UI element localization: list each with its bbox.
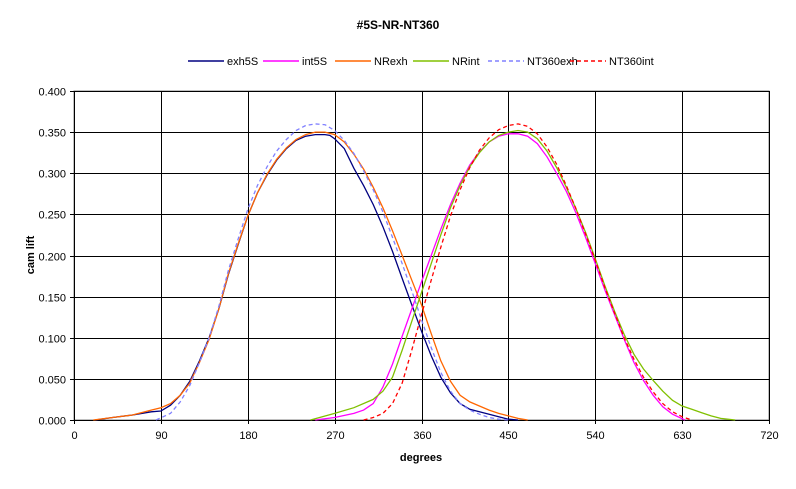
legend-label: int5S (302, 56, 327, 68)
y-tick-label: 0.300 (38, 169, 66, 181)
x-tick-label: 720 (760, 430, 778, 442)
y-tick-label: 0.400 (38, 87, 66, 99)
y-tick-label: 0.350 (38, 128, 66, 140)
series-line-int5s (315, 133, 686, 421)
legend-item-int5s: int5S (263, 56, 327, 68)
series-line-nrexh (93, 131, 528, 421)
legend-item-nrexh: NRexh (335, 56, 408, 68)
legend-item-nt360exh: NT360exh (488, 56, 578, 68)
x-tick-label: 450 (499, 430, 517, 442)
series-line-nt360int (363, 123, 693, 421)
y-tick-label: 0.150 (38, 293, 66, 305)
gridlines (70, 90, 770, 424)
legend-item-exh5s: exh5S (188, 56, 258, 68)
x-axis-label: degrees (400, 452, 442, 464)
legend-item-nrint: NRint (413, 56, 480, 68)
x-tick-label: 360 (413, 430, 431, 442)
series-line-exh5s (95, 133, 519, 421)
y-tick-label: 0.100 (38, 334, 66, 346)
y-axis-label: cam lift (25, 235, 37, 274)
chart-title: #5S-NR-NT360 (357, 18, 440, 32)
x-tick-label: 630 (673, 430, 691, 442)
tick-labels: 0.000 0.050 0.100 0.150 0.200 0.250 0.300 0.350… (38, 87, 778, 443)
legend-label: NRexh (374, 56, 408, 68)
x-tick-label: 540 (586, 430, 604, 442)
x-tick-label: 270 (326, 430, 344, 442)
legend-item-nt360int: NT360int (570, 56, 654, 68)
legend-label: NRint (452, 56, 480, 68)
x-tick-label: 0 (71, 430, 77, 442)
y-tick-label: 0.000 (38, 416, 66, 428)
y-tick-label: 0.250 (38, 210, 66, 222)
legend: exh5S int5S NRexh NRint NT360exh NT360int (188, 56, 654, 68)
y-tick-label: 0.200 (38, 252, 66, 264)
y-tick-label: 0.050 (38, 375, 66, 387)
legend-label: exh5S (227, 56, 258, 68)
series-group (93, 123, 736, 421)
series-line-nt360exh (155, 123, 509, 421)
legend-label: NT360exh (527, 56, 578, 68)
x-tick-label: 90 (155, 430, 167, 442)
x-tick-label: 180 (239, 430, 257, 442)
series-line-nrint (310, 129, 736, 421)
legend-label: NT360int (609, 56, 654, 68)
